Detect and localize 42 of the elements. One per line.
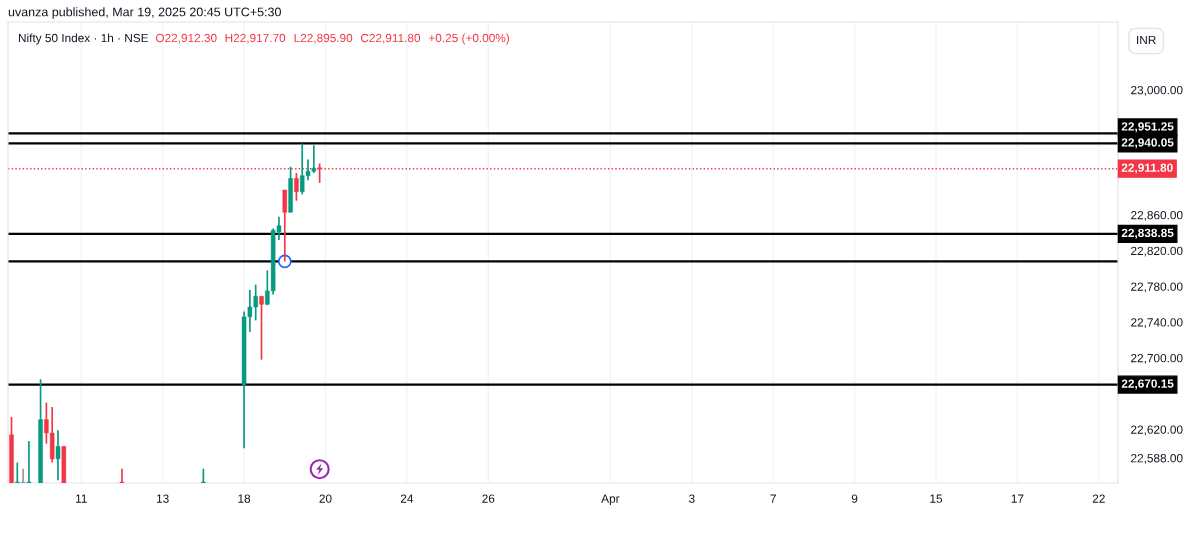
candlestick — [20, 467, 26, 483]
candlestick — [259, 295, 264, 361]
y-tick-label: 22,620.00 — [1131, 425, 1183, 436]
annotation: +0.25 (+0.00%) — [428, 33, 510, 45]
x-tick-label: 7 — [770, 494, 776, 503]
candlestick — [282, 189, 288, 263]
candlestick — [317, 162, 322, 184]
annotation: H22,917.70 — [225, 33, 286, 44]
text: uvanza published, Mar 19, 2025 20:45 UTC+5:30 — [8, 7, 281, 19]
ref-line-label: 22,940.05 — [1121, 138, 1174, 149]
x-tick-label: 18 — [238, 494, 251, 503]
x-tick-label: 3 — [688, 494, 695, 503]
candlestick — [294, 172, 299, 202]
ref-line-label: 22,838.85 — [1121, 228, 1174, 239]
x-tick-label: 22 — [1092, 494, 1105, 503]
text: INR — [1137, 35, 1156, 45]
candlestick — [55, 429, 61, 482]
ref-line-label: 22,670.15 — [1121, 379, 1174, 390]
y-tick-label: 22,588.00 — [1131, 454, 1183, 464]
y-tick-label: 22,820.00 — [1131, 246, 1183, 257]
x-tick-label: 26 — [482, 494, 495, 503]
x-tick-label: 9 — [851, 494, 858, 503]
annotation: C22,911.80 — [360, 33, 421, 44]
x-tick-label: 17 — [1011, 494, 1024, 503]
candlestick — [119, 467, 125, 483]
x-tick-label: 11 — [76, 494, 87, 503]
text: Nifty 50 Index · 1h · NSE — [18, 33, 149, 45]
annotation: L22,895.90 — [294, 33, 353, 44]
ref-line-label: 22,911.80 — [1121, 163, 1173, 174]
y-tick-label: 22,860.00 — [1131, 211, 1183, 221]
x-tick-label: 15 — [930, 494, 943, 503]
x-tick-label: Apr — [601, 494, 620, 506]
ref-line-label: 22,951.25 — [1121, 122, 1174, 133]
x-tick-label: 20 — [319, 494, 332, 503]
y-tick-label: 23,000.00 — [1131, 85, 1183, 96]
y-tick-label: 22,700.00 — [1131, 353, 1183, 364]
x-tick-label: 13 — [157, 494, 169, 503]
annotation: O22,912.30 — [155, 33, 217, 44]
y-tick-label: 22,780.00 — [1131, 282, 1183, 293]
y-tick-label: 22,740.00 — [1131, 318, 1183, 328]
candlestick — [26, 440, 32, 483]
x-tick-label: 24 — [400, 494, 414, 503]
